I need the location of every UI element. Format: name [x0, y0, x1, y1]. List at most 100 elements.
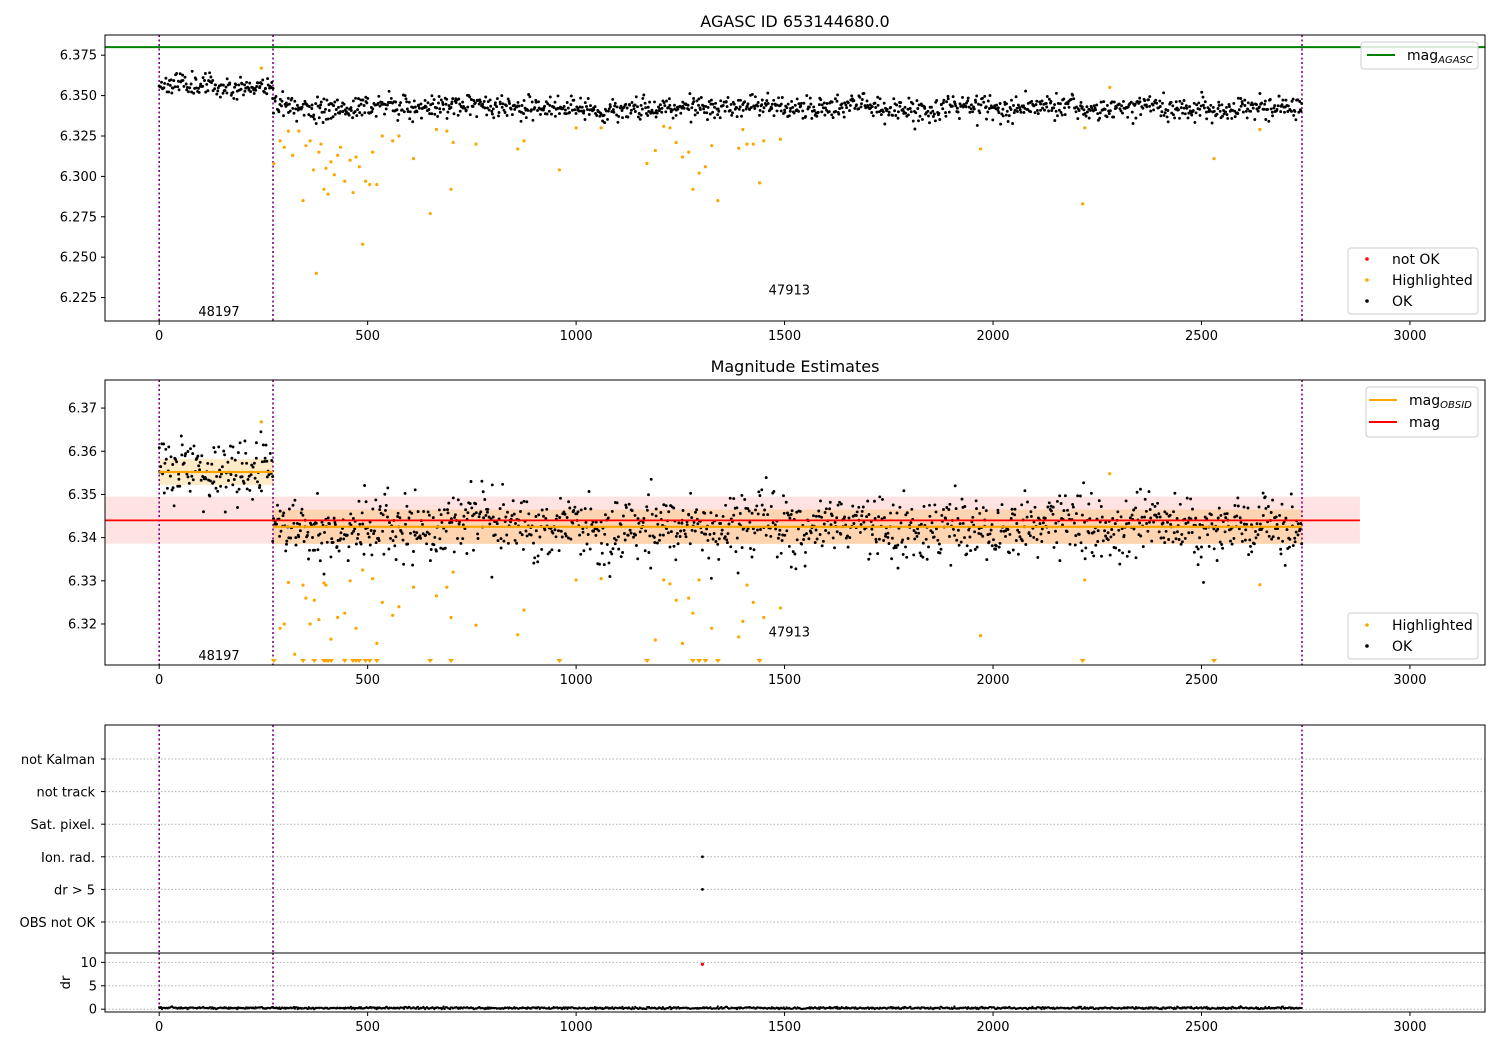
panel-1-ok-point	[457, 97, 461, 101]
panel-1-ok-point	[577, 109, 581, 113]
panel-2-ok-point	[876, 552, 880, 556]
panel-2-ok-point	[636, 557, 640, 561]
panel-1-ok-point	[263, 90, 266, 94]
panel-1-ok-point	[706, 118, 709, 122]
panel-1-ok-point	[758, 113, 761, 117]
panel-1-ok-point	[879, 113, 883, 117]
panel-1-ok-point	[1091, 109, 1095, 113]
panel-2-ok-point	[169, 455, 173, 459]
panel-2-ok-point	[1279, 547, 1283, 551]
panel-1-ok-point	[204, 90, 208, 94]
panel-2-ok-point	[237, 487, 241, 491]
panel-1-ok-point	[795, 97, 799, 101]
panel-1-ok-point	[516, 100, 520, 104]
panel-2-ok-point	[953, 533, 957, 537]
panel-2-clipped-marker	[689, 659, 696, 663]
panel-1-ok-point	[917, 103, 921, 107]
panel-2-ok-point	[700, 530, 704, 534]
panel-1-ok-point	[797, 109, 801, 113]
panel-1-ok-point	[351, 116, 355, 120]
panel-2-ok-point	[263, 456, 267, 460]
panel-1-ok-point	[1012, 111, 1016, 115]
panel-4-dr-point	[349, 1005, 352, 1008]
panel-2-ok-point	[866, 499, 870, 503]
panel-2-ok-point	[973, 548, 977, 551]
panel-2-ok-point	[339, 537, 343, 541]
panel-2-ok-point	[329, 555, 333, 559]
panel-1-ok-point	[408, 117, 412, 121]
panel-2-ok-point	[179, 434, 183, 438]
panel-2-ok-point	[1143, 515, 1146, 519]
panel-2-ok-point	[658, 533, 662, 537]
panel-2-ok-point	[884, 534, 887, 538]
panel-2-ok-point	[734, 550, 738, 554]
panel-2-ok-point	[474, 511, 478, 515]
panel-2-ytick-label: 6.33	[68, 574, 97, 589]
panel-1-ok-point	[1067, 105, 1071, 109]
panel-2-ok-point	[1080, 513, 1084, 517]
panel-1-ok-point	[704, 104, 708, 108]
panel-1-ok-point	[277, 110, 281, 114]
panel-1-ok-point	[307, 105, 311, 108]
panel-4-dr-point	[909, 1005, 912, 1008]
panel-2-ok-point	[1275, 523, 1279, 526]
panel-2-ok-point	[381, 529, 385, 533]
panel-2-ok-point	[759, 528, 762, 531]
panel-1-ok-point	[407, 100, 411, 104]
panel-1-ok-point	[966, 96, 970, 100]
panel-1-ok-point	[471, 105, 475, 108]
panel-1-ok-point	[248, 81, 252, 85]
panel-2-ok-point	[337, 549, 341, 553]
panel-2-clipped-marker	[341, 659, 348, 663]
panel-1-ok-point	[464, 108, 468, 112]
panel-2-ok-point	[822, 522, 826, 526]
panel-1-ok-point	[896, 116, 900, 120]
panel-2-ok-point	[688, 542, 692, 546]
panel-1-ok-point	[630, 101, 634, 104]
panel-2-ok-point	[223, 453, 227, 457]
panel-2-title: Magnitude Estimates	[711, 357, 880, 376]
panel-1-ok-point	[732, 102, 736, 106]
panel-1-frame	[104, 34, 1486, 322]
panel-2-ok-point	[717, 537, 721, 541]
panel-1-ok-point	[1198, 107, 1202, 111]
panel-2-ok-point	[989, 528, 993, 532]
panel-2-ok-point	[1080, 549, 1084, 553]
panel-2-ok-point	[647, 493, 650, 497]
panel-1-ok-point	[1209, 103, 1213, 107]
panel-2-ok-point	[689, 491, 693, 495]
panel-1-ok-point	[783, 108, 787, 112]
panel-2-ok-point	[1117, 528, 1121, 532]
panel-2-ok-point	[1180, 540, 1184, 544]
panel-1-ok-point	[1013, 108, 1017, 112]
panel-2-ok-point	[788, 516, 792, 520]
panel-2-ok-point	[1267, 534, 1271, 538]
panel-1-ok-point	[756, 104, 760, 108]
panel-1-ok-point	[302, 113, 306, 117]
panel-1-highlighted-point	[278, 139, 282, 143]
panel-1-ok-point	[707, 100, 711, 104]
panel-1-ok-point	[558, 112, 561, 116]
panel-1-ok-point	[613, 101, 617, 105]
panel-2-ok-point	[1229, 539, 1232, 543]
panel-2-ok-point	[560, 535, 564, 539]
panel-2-ok-point	[614, 538, 618, 542]
panel-1-ok-point	[717, 109, 721, 113]
panel-1-ok-point	[744, 107, 748, 111]
panel-2-ok-point	[1076, 494, 1080, 498]
panel-1-ok-point	[1024, 89, 1028, 93]
panel-1-ok-point	[197, 90, 201, 94]
panel-2-ok-point	[1175, 530, 1179, 534]
panel-1-ok-point	[835, 99, 839, 103]
panel-1-ok-point	[901, 108, 905, 111]
panel-1-ok-point	[203, 79, 206, 82]
panel-2-ok-point	[778, 528, 782, 532]
panel-1-ok-point	[906, 113, 910, 117]
panel-2-ok-point	[654, 514, 658, 518]
panel-2-ok-point	[656, 522, 660, 526]
panel-1-ok-point	[810, 116, 814, 120]
panel-1-ok-point	[1198, 113, 1202, 117]
panel-1-ok-point	[1239, 97, 1243, 100]
panel-2-ok-point	[163, 461, 167, 465]
